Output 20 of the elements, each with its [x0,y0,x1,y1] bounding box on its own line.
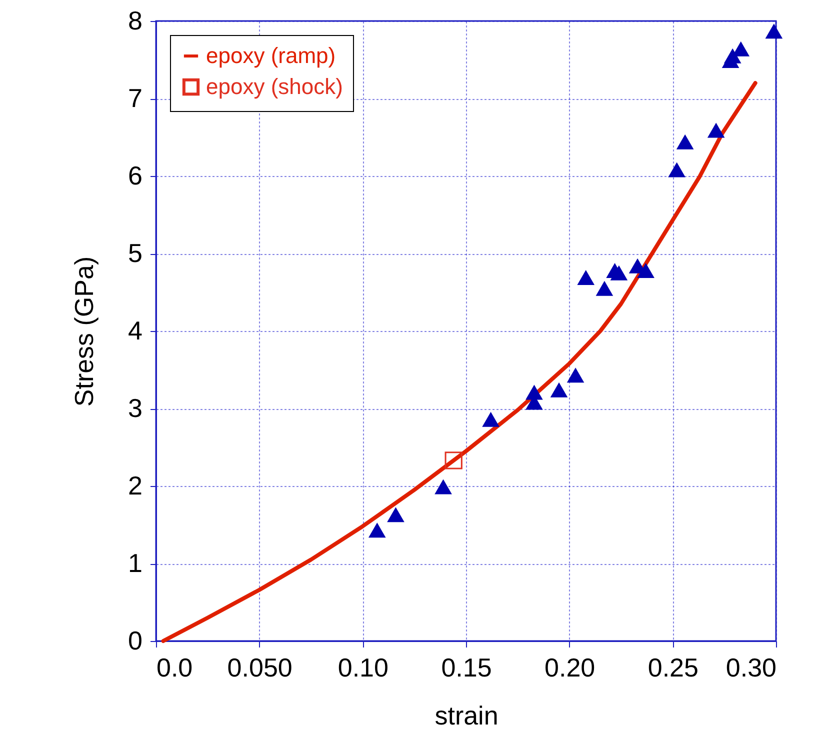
x-tick-label: 0.050 [227,652,292,682]
x-tick-label: 0.25 [648,652,698,682]
y-tick-label: 3 [128,393,142,423]
y-tick-label: 0 [128,626,142,656]
x-tick-label: 0.20 [544,652,596,682]
y-tick-label: 4 [128,316,142,346]
x-tick-label: 0.15 [441,652,492,682]
y-tick-label: 7 [128,83,142,113]
legend-label: epoxy (shock) [206,74,343,99]
y-tick-label: 2 [128,470,142,500]
y-tick-label: 8 [128,6,142,36]
x-tick-label: 0.0 [156,652,193,682]
y-tick-label: 1 [128,548,142,578]
legend-label: epoxy (ramp) [206,43,336,68]
x-tick-label: 0.30 [726,652,776,682]
y-tick-label: 5 [128,238,142,268]
y-tick-label: 6 [128,160,142,190]
x-tick-label: 0.10 [338,652,388,682]
x-axis-title: strain [434,700,498,730]
y-axis-title: Stress (GPa) [69,256,100,407]
